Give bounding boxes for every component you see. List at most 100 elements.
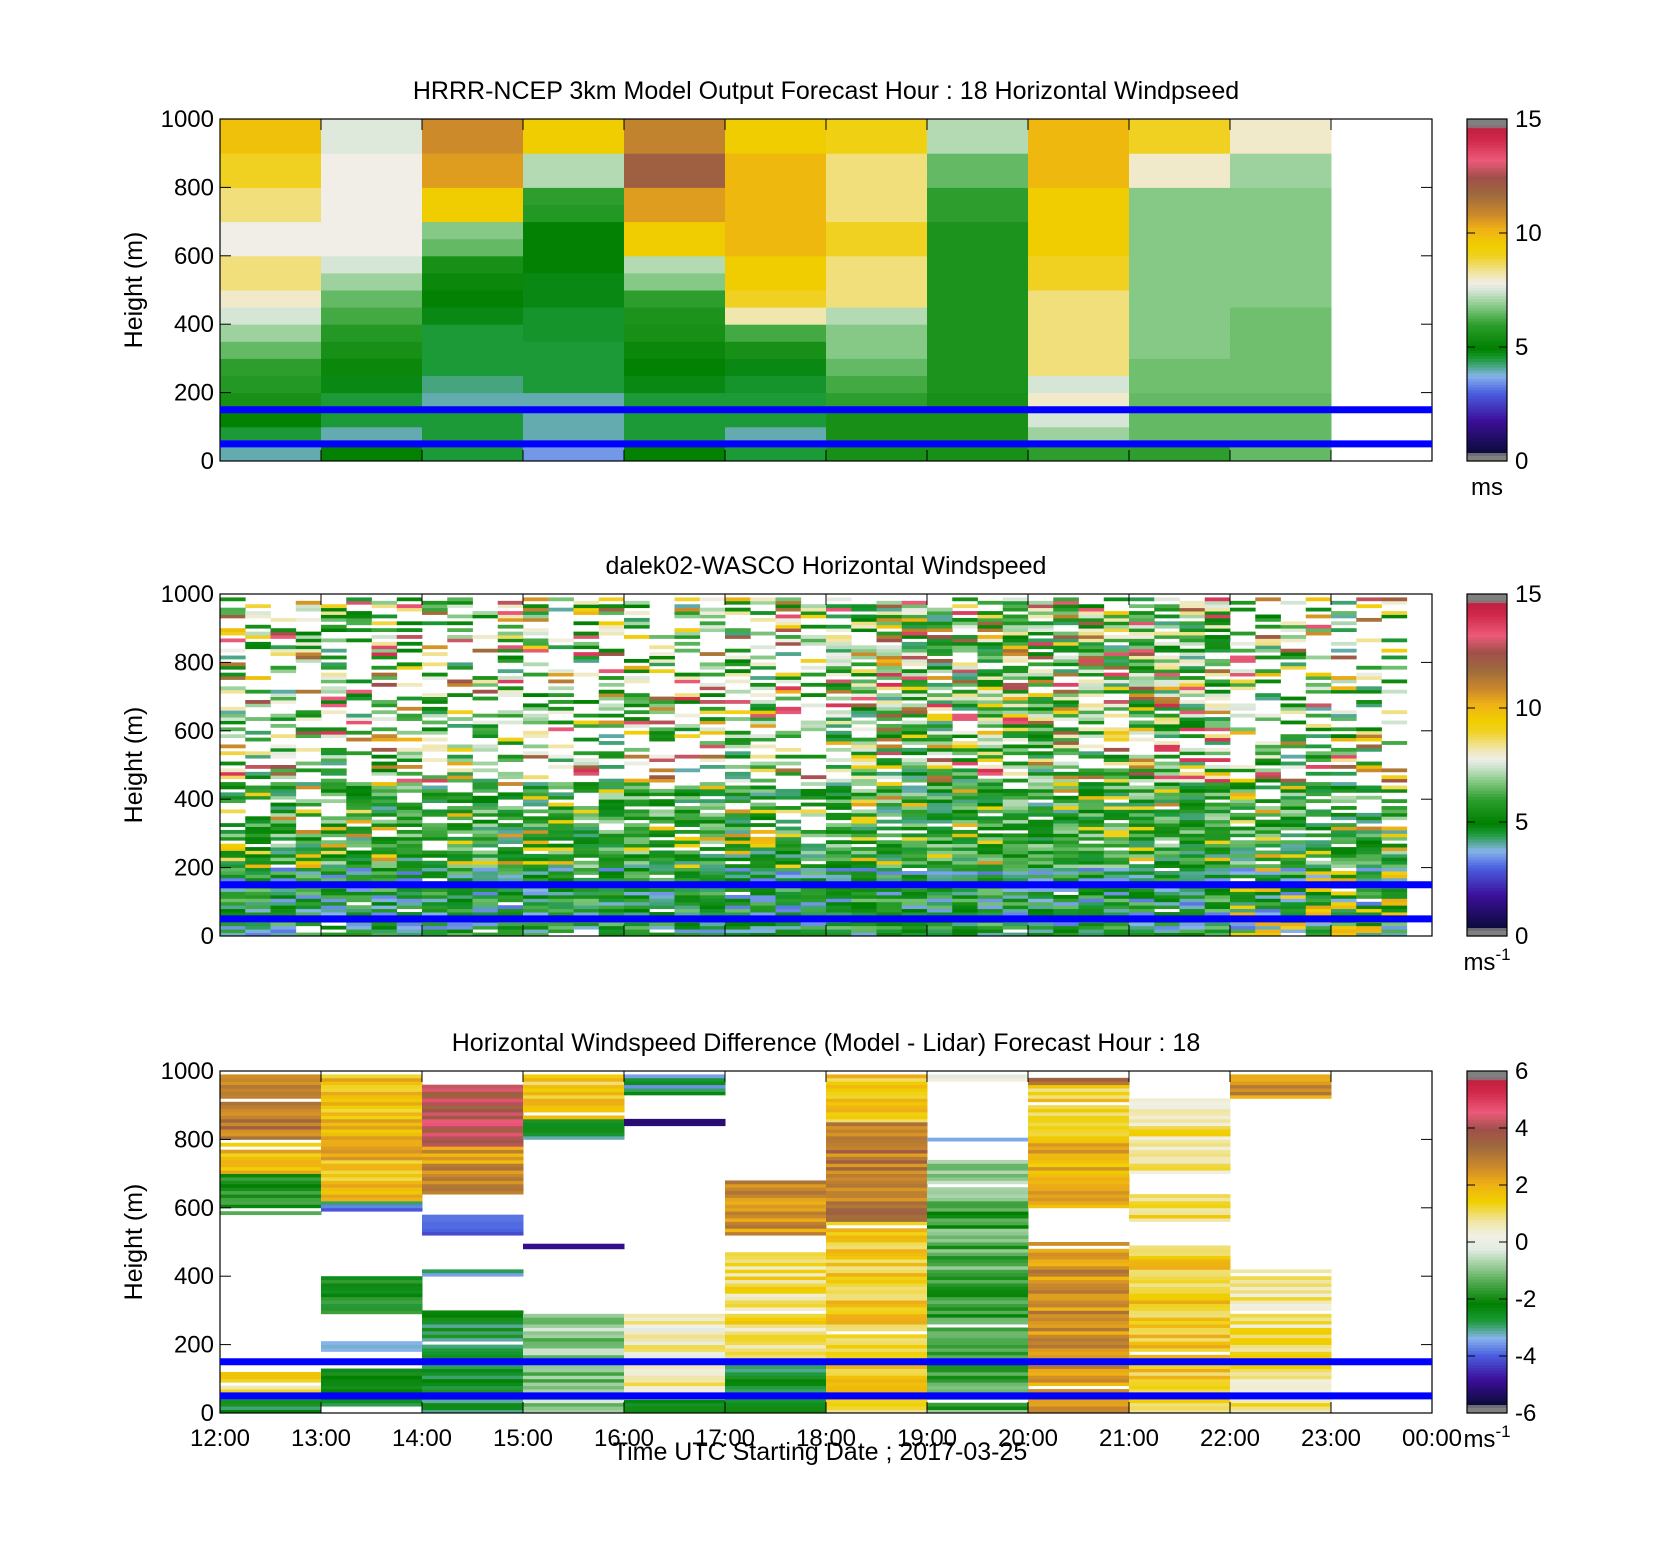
- heatmap-cell: [699, 621, 726, 626]
- heatmap-cell: [270, 925, 297, 930]
- heatmap-cell: [1154, 696, 1180, 701]
- heatmap-cell: [699, 853, 726, 858]
- y-tick-label: 400: [174, 1263, 214, 1290]
- heatmap-cell: [1078, 826, 1105, 831]
- heatmap-cell: [851, 853, 877, 858]
- heatmap-cell: [876, 853, 903, 858]
- heatmap-cell: [1255, 597, 1281, 602]
- heatmap-cell: [1381, 614, 1408, 619]
- heatmap-cell: [800, 754, 827, 759]
- heatmap-cell: [548, 765, 574, 769]
- heatmap-cell: [750, 809, 776, 814]
- heatmap-cell: [1002, 672, 1029, 677]
- heatmap-cell: [977, 723, 1004, 728]
- heatmap-cell: [826, 409, 928, 428]
- heatmap-cell: [851, 696, 877, 701]
- heatmap-cell: [1028, 888, 1054, 892]
- heatmap-cell: [927, 614, 953, 619]
- heatmap-cell: [725, 775, 751, 780]
- heatmap-cell: [927, 290, 1029, 308]
- heatmap-cell: [422, 922, 448, 927]
- heatmap-cell: [1255, 871, 1281, 875]
- heatmap-cell: [1381, 648, 1408, 653]
- heatmap-cell: [775, 696, 802, 701]
- heatmap-cell: [1154, 912, 1180, 916]
- heatmap-cell: [321, 1153, 423, 1157]
- heatmap-cell: [396, 843, 423, 848]
- heatmap-cell: [422, 891, 448, 896]
- heatmap-cell: [826, 597, 852, 602]
- heatmap-cell: [699, 611, 726, 615]
- y-tick-label: 400: [174, 311, 214, 338]
- heatmap-cell: [1078, 648, 1105, 653]
- heatmap-cell: [624, 1334, 726, 1339]
- heatmap-cell: [725, 1269, 827, 1274]
- heatmap-cell: [1053, 802, 1079, 807]
- heatmap-cell: [220, 717, 246, 721]
- heatmap-cell: [725, 922, 751, 927]
- heatmap-cell: [725, 170, 827, 188]
- heatmap-cell: [826, 1180, 928, 1185]
- heatmap-cell: [901, 741, 928, 745]
- heatmap-cell: [1179, 925, 1206, 930]
- heatmap-cell: [901, 611, 928, 615]
- heatmap-cell: [1129, 706, 1155, 711]
- heatmap-cell: [1305, 758, 1332, 762]
- heatmap-cell: [674, 819, 701, 824]
- heatmap-cell: [927, 877, 953, 882]
- heatmap-cell: [624, 1091, 726, 1096]
- heatmap-cell: [826, 1153, 928, 1157]
- heatmap-cell: [523, 864, 549, 868]
- heatmap-cell: [1305, 898, 1332, 903]
- heatmap-cell: [1028, 669, 1054, 674]
- heatmap-cell: [422, 1187, 524, 1192]
- heatmap-cell: [472, 809, 499, 814]
- heatmap-cell: [1179, 819, 1206, 824]
- heatmap-cell: [750, 737, 776, 742]
- heatmap-cell: [523, 788, 549, 793]
- colorbar-swatch: [1467, 1276, 1507, 1280]
- heatmap-cell: [1078, 638, 1105, 643]
- colorbar-swatch: [1467, 1139, 1507, 1143]
- heatmap-cell: [876, 857, 903, 862]
- heatmap-cell: [447, 823, 473, 827]
- heatmap-cell: [1331, 864, 1357, 868]
- heatmap-cell: [725, 1190, 827, 1195]
- heatmap-cell: [447, 682, 473, 687]
- colorbar-swatch: [1467, 458, 1507, 462]
- heatmap-cell: [927, 853, 953, 858]
- heatmap-cell: [523, 816, 549, 821]
- heatmap-cell: [1053, 631, 1079, 636]
- heatmap-cell: [1230, 1276, 1332, 1281]
- heatmap-cell: [1230, 1341, 1332, 1345]
- heatmap-cell: [1053, 597, 1079, 602]
- heatmap-cell: [1129, 638, 1155, 643]
- heatmap-cell: [1028, 1402, 1130, 1407]
- heatmap-cell: [497, 823, 524, 827]
- heatmap-cell: [497, 645, 524, 650]
- heatmap-cell: [876, 850, 903, 855]
- heatmap-cell: [1129, 1262, 1231, 1267]
- colorbar-unit-label: ms-1: [1463, 1422, 1510, 1453]
- heatmap-cell: [1356, 638, 1382, 643]
- heatmap-cell: [826, 747, 852, 752]
- heatmap-cell: [1381, 908, 1408, 913]
- heatmap-cell: [927, 255, 1029, 274]
- heatmap-cell: [1230, 1279, 1332, 1284]
- heatmap-cell: [598, 829, 625, 834]
- heatmap-cell: [977, 901, 1004, 906]
- heatmap-cell: [472, 894, 499, 899]
- heatmap-cell: [1028, 600, 1054, 605]
- heatmap-cell: [826, 1132, 928, 1137]
- heatmap-cell: [598, 754, 625, 759]
- heatmap-cell: [1129, 720, 1155, 725]
- heatmap-cell: [1129, 700, 1155, 704]
- heatmap-cell: [1129, 795, 1155, 800]
- colorbar-swatch: [1467, 1207, 1507, 1212]
- heatmap-cell: [1103, 682, 1130, 687]
- heatmap-cell: [725, 857, 751, 862]
- heatmap-cell: [573, 829, 600, 834]
- heatmap-cell: [1230, 1303, 1332, 1308]
- heatmap-cell: [245, 929, 271, 933]
- heatmap-cell: [1305, 624, 1332, 629]
